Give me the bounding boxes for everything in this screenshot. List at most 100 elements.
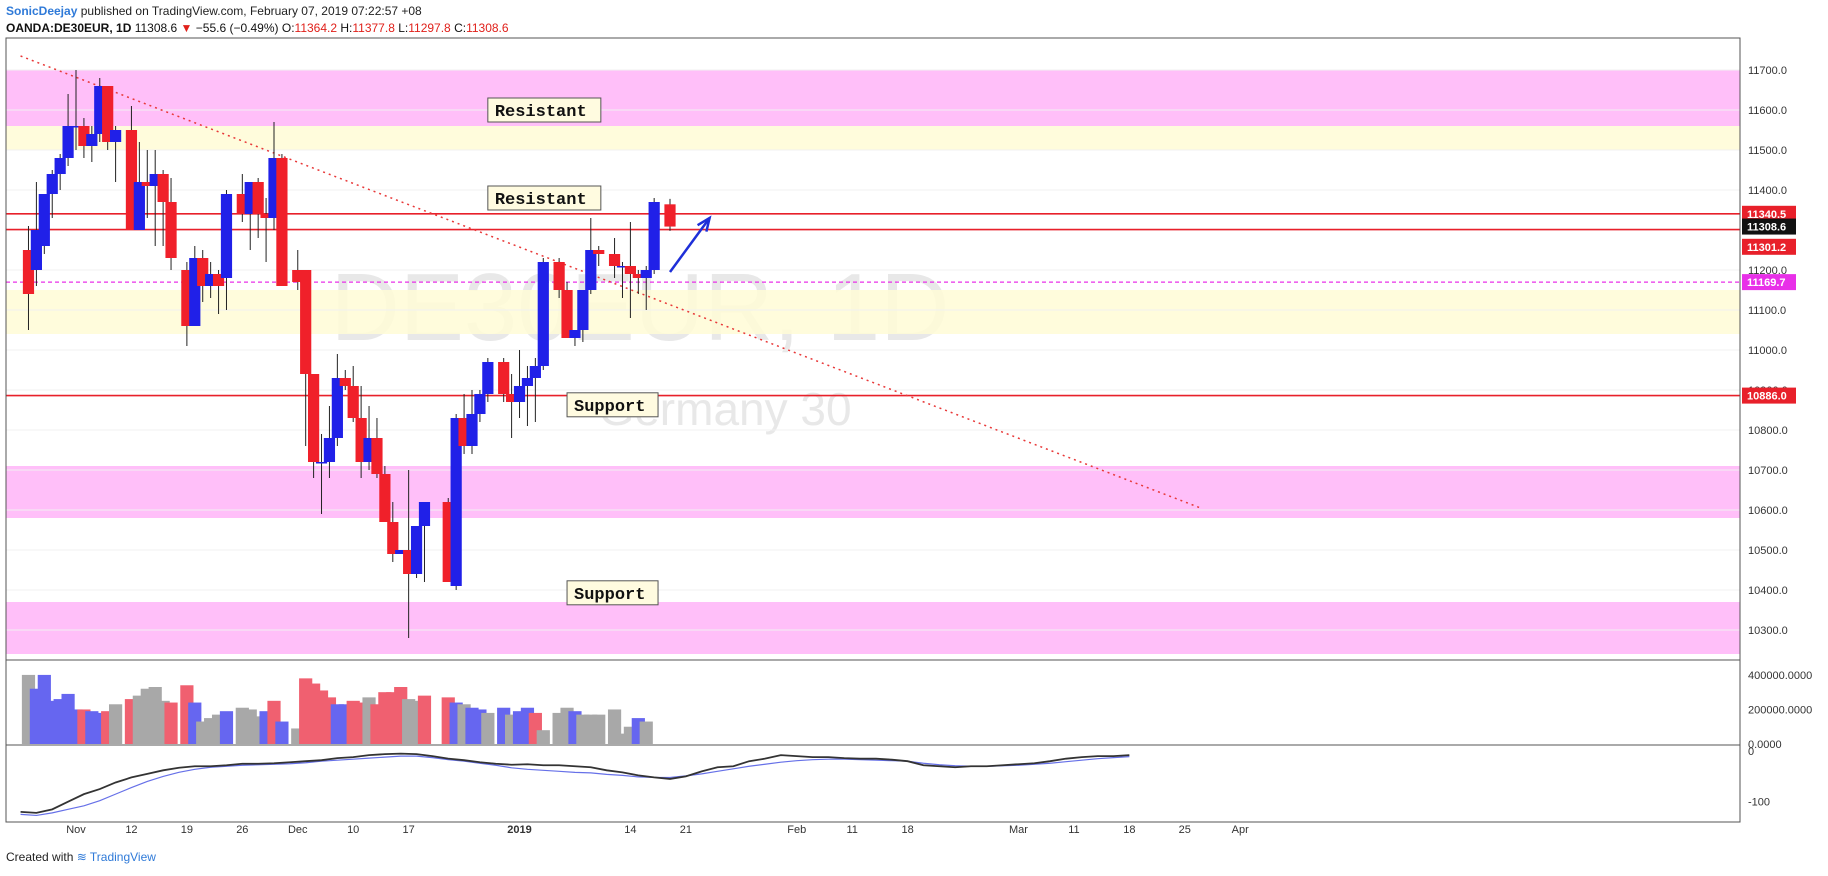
volume-bar-17 [164, 702, 178, 744]
support-zone-2 [6, 290, 1740, 334]
candle-body-59 [553, 262, 565, 290]
resistance-zone-0 [6, 70, 1740, 126]
candle-body-60 [561, 290, 573, 338]
candle-body-4 [54, 158, 66, 174]
symbol-info: OANDA:DE30EUR, 1D 11308.6 ▼ −55.6 (−0.49… [6, 21, 509, 35]
candle-body-64 [593, 250, 605, 254]
candle-body-26 [252, 182, 264, 214]
candle-body-71 [664, 204, 676, 227]
volume-bar-64 [592, 714, 606, 744]
current-price-bg [1742, 218, 1796, 235]
candle-body-47 [442, 502, 454, 582]
trendline [20, 55, 1201, 509]
candle-body-30 [292, 270, 304, 282]
candle-body-22 [212, 274, 225, 286]
x-tick-14: 11 [1068, 824, 1079, 836]
symbol-name: OANDA:DE30EUR, 1D [6, 21, 132, 35]
candle-body-40 [371, 438, 383, 474]
y-tick-6: 11100.0 [1748, 305, 1786, 317]
x-tick-13: Mar [1009, 824, 1028, 836]
tradingview-brand[interactable]: TradingView [89, 850, 156, 864]
candle-body-61 [569, 330, 581, 338]
x-tick-16: 25 [1179, 824, 1191, 836]
resistance-zone-3 [6, 466, 1740, 518]
annotation-resistant-0: Resistant [495, 103, 587, 122]
y-tick-2: 11500.0 [1748, 145, 1787, 157]
candle-body-5 [62, 126, 74, 158]
x-tick-7: 2019 [507, 824, 531, 836]
chart-frame [5, 37, 1741, 823]
candle-body-14 [141, 182, 153, 186]
candle-body-67 [624, 266, 636, 274]
level-label-bg-3 [1742, 274, 1796, 291]
candle-body-57 [529, 366, 541, 378]
candle-body-45 [410, 526, 423, 574]
publish-info: SonicDeejay published on TradingView.com… [6, 4, 422, 18]
trend-arrow-line [668, 217, 711, 273]
x-tick-6: 17 [403, 824, 415, 836]
candle-body-24 [236, 194, 248, 214]
level-label-0: 11340.5 [1747, 209, 1786, 221]
candle-body-50 [466, 414, 478, 446]
y-tick-11: 10600.0 [1748, 505, 1788, 517]
down-arrow-icon: ▼ [180, 21, 193, 35]
level-label-bg-2 [1742, 387, 1796, 404]
candle-body-8 [86, 134, 98, 146]
volume-bar-69 [639, 721, 653, 744]
x-tick-9: 21 [680, 824, 692, 836]
candle-body-19 [189, 258, 201, 326]
y-tick-10: 10700.0 [1748, 465, 1788, 477]
created-with-text: Created with [6, 850, 74, 864]
oscillator-tick-1: -100 [1748, 797, 1770, 809]
annotation-box-1 [487, 185, 602, 211]
candle-body-43 [395, 550, 407, 554]
x-tick-12: 18 [901, 824, 913, 836]
low-label: L: [398, 21, 409, 35]
trend-arrow-head [696, 215, 712, 232]
author-name[interactable]: SonicDeejay [6, 4, 78, 18]
candle-body-28 [268, 158, 280, 218]
oscillator-tick-0: 0 [1748, 746, 1754, 758]
candle-body-29 [276, 158, 288, 286]
close-label: C: [454, 21, 467, 35]
x-tick-0: Nov [66, 824, 86, 836]
y-tick-1: 11600.0 [1748, 105, 1787, 117]
volume-bar-52 [481, 712, 495, 744]
y-tick-9: 10800.0 [1748, 425, 1788, 437]
volume-bar-66 [615, 733, 630, 744]
candle-body-31 [300, 270, 312, 374]
x-tick-17: Apr [1232, 824, 1249, 836]
candle-body-12 [125, 130, 138, 230]
candle-body-17 [165, 202, 177, 258]
tradingview-logo-icon[interactable]: ≋ [76, 850, 87, 864]
candle-body-69 [640, 270, 652, 278]
annotation-box-0 [487, 97, 602, 123]
level-label-bg-0 [1742, 205, 1796, 222]
volume-bar-11 [109, 704, 123, 744]
x-tick-5: 10 [347, 824, 359, 836]
publish-text: published on TradingView.com, February 0… [80, 4, 422, 18]
support-zone-1 [6, 126, 1740, 150]
open-label: O: [281, 21, 295, 35]
y-tick-7: 11000.0 [1748, 345, 1787, 357]
last-price: 11308.6 [134, 21, 178, 35]
candle-body-54 [506, 394, 518, 402]
candle-body-2 [38, 194, 50, 246]
y-tick-3: 11400.0 [1748, 185, 1787, 197]
candle-body-16 [157, 174, 169, 202]
candle-body-52 [482, 362, 494, 394]
candle-body-68 [632, 274, 644, 278]
annotation-box-2 [566, 392, 659, 418]
candle-body-7 [78, 126, 90, 146]
candle-body-15 [149, 174, 161, 186]
candle-body-66 [616, 266, 629, 268]
x-tick-11: 11 [846, 824, 857, 836]
oscillator-signal-line [20, 755, 1130, 817]
candle-body-36 [339, 378, 351, 386]
candle-body-53 [498, 362, 510, 394]
y-tick-12: 10500.0 [1748, 545, 1788, 557]
volume-bar-29 [275, 721, 289, 744]
footer: Created with ≋ TradingView [6, 850, 156, 864]
candle-body-33 [315, 462, 328, 464]
